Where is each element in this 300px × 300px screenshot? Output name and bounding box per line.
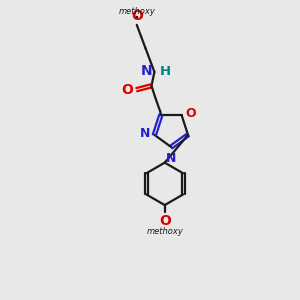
Text: H: H	[160, 65, 171, 78]
Text: N: N	[141, 64, 152, 78]
Text: O: O	[185, 107, 196, 120]
Text: N: N	[140, 127, 151, 140]
Text: O: O	[121, 82, 133, 97]
Text: O: O	[131, 8, 143, 22]
Text: N: N	[166, 152, 176, 165]
Text: methoxy: methoxy	[146, 226, 183, 236]
Text: O: O	[159, 214, 171, 228]
Text: methoxy: methoxy	[118, 7, 155, 16]
